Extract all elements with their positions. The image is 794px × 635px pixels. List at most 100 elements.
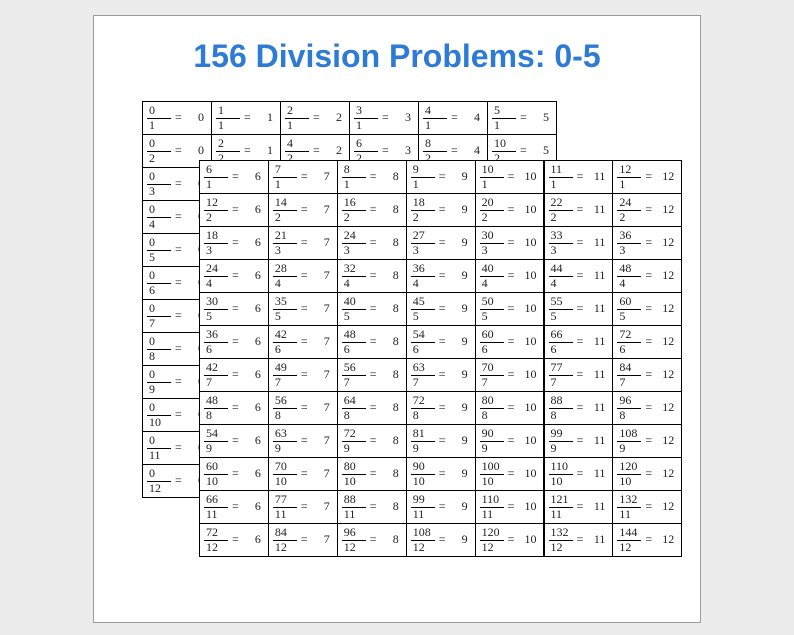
equals-sign: = [369, 334, 377, 348]
problem-cell: 80 10 = 8 [336, 457, 407, 491]
problem-cell: 63 7 = 9 [405, 358, 476, 392]
dividend: 36 [412, 261, 425, 275]
equals-sign: = [507, 466, 515, 480]
quotient: 10 [524, 301, 537, 315]
divisor: 8 [619, 408, 626, 422]
quotient: 11 [593, 169, 606, 183]
dividend: 88 [550, 393, 563, 407]
fraction-bar [147, 217, 171, 218]
problem-cell: 60 10 = 6 [199, 457, 269, 491]
divisor: 10 [206, 474, 218, 488]
divisor: 12 [274, 540, 287, 554]
equals-sign: = [576, 400, 584, 414]
dividend: 90 [412, 459, 425, 473]
equals-sign: = [232, 202, 239, 216]
equals-sign: = [369, 169, 377, 183]
fraction-bar [548, 474, 573, 475]
equals-sign: = [175, 209, 182, 223]
dividend: 72 [619, 327, 632, 341]
quotient: 9 [461, 202, 468, 216]
divisor: 5 [343, 309, 350, 323]
fraction-bar [272, 276, 297, 277]
dividend: 66 [206, 492, 218, 506]
quotient: 11 [593, 301, 606, 315]
divisor: 3 [343, 243, 350, 257]
dividend: 80 [481, 393, 494, 407]
fraction-bar [204, 507, 228, 508]
divisor: 10 [274, 474, 287, 488]
equals-sign: = [175, 176, 182, 190]
fraction-bar [272, 540, 297, 541]
dividend: 33 [550, 228, 563, 242]
dividend: 3 [356, 103, 362, 117]
problem-cell: 84 12 = 7 [267, 523, 338, 557]
problem-cell: 45 5 = 9 [405, 292, 476, 326]
dividend: 4 [287, 136, 293, 150]
fraction-bar [492, 118, 516, 119]
problem-cell: 81 9 = 9 [405, 424, 476, 458]
quotient: 8 [392, 367, 399, 381]
equals-sign: = [438, 202, 446, 216]
fraction-bar [617, 375, 642, 376]
equals-sign: = [507, 235, 515, 249]
problem-cell: 16 2 = 8 [336, 193, 407, 227]
quotient: 10 [524, 334, 537, 348]
fraction-bar [341, 540, 366, 541]
quotient: 9 [461, 532, 468, 546]
problem-cell: 132 11 = 12 [612, 490, 683, 524]
divisor: 5 [550, 309, 557, 323]
dividend: 56 [274, 393, 287, 407]
quotient: 6 [254, 532, 261, 546]
dividend: 21 [274, 228, 287, 242]
divisor: 12 [412, 540, 425, 554]
divisor: 8 [274, 408, 281, 422]
problem-cell: 63 9 = 7 [267, 424, 338, 458]
problem-cell: 1 1 = 1 [211, 101, 281, 135]
divisor: 2 [206, 210, 212, 224]
quotient: 10 [524, 532, 537, 546]
divisor: 5 [206, 309, 212, 323]
dividend: 56 [343, 360, 356, 374]
dividend: 18 [206, 228, 218, 242]
dividend: 132 [550, 525, 569, 539]
equals-sign: = [369, 202, 377, 216]
equals-sign: = [300, 466, 308, 480]
quotient: 12 [662, 301, 675, 315]
problem-cell: 27 3 = 9 [405, 226, 476, 260]
equals-sign: = [645, 532, 653, 546]
dividend: 96 [343, 525, 356, 539]
quotient: 10 [524, 466, 537, 480]
problem-cell: 12 1 = 12 [612, 160, 683, 194]
divisor: 3 [149, 184, 155, 198]
divisor: 5 [619, 309, 626, 323]
divisor: 1 [356, 118, 362, 132]
equals-sign: = [175, 242, 182, 256]
quotient: 6 [254, 433, 261, 447]
divisor: 12 [550, 540, 563, 554]
divisor: 1 [287, 118, 293, 132]
problem-cell: 6 1 = 6 [199, 160, 269, 194]
dividend: 5 [494, 103, 500, 117]
divisor: 2 [481, 210, 488, 224]
dividend: 0 [149, 400, 155, 414]
fraction-bar [548, 342, 573, 343]
divisor: 8 [206, 408, 212, 422]
problem-cell: 96 8 = 12 [612, 391, 683, 425]
fraction-bar [479, 210, 504, 211]
problem-cell: 54 6 = 9 [405, 325, 476, 359]
divisor: 2 [149, 151, 155, 165]
problem-cell: 88 11 = 8 [336, 490, 407, 524]
fraction-bar [410, 210, 435, 211]
quotient: 7 [323, 400, 330, 414]
dividend: 77 [274, 492, 287, 506]
problem-cell: 88 8 = 11 [543, 391, 614, 425]
divisor: 3 [274, 243, 281, 257]
fraction-bar [341, 243, 366, 244]
divisor: 3 [481, 243, 488, 257]
dividend: 9 [412, 162, 419, 176]
problem-cell: 28 4 = 7 [267, 259, 338, 293]
fraction-bar [147, 481, 171, 482]
problem-cell: 24 4 = 6 [199, 259, 269, 293]
dividend: 32 [343, 261, 356, 275]
dividend: 7 [274, 162, 281, 176]
